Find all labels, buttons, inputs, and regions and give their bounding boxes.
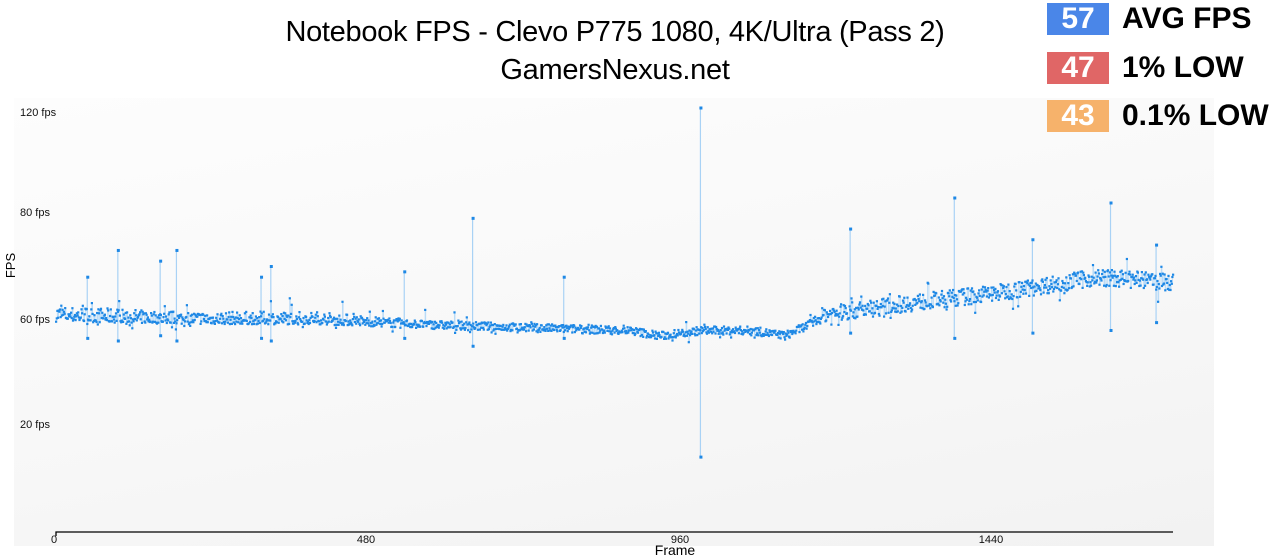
- chart-title: Notebook FPS - Clevo P775 1080, 4K/Ultra…: [285, 16, 945, 48]
- y-tick-80: 80 fps: [20, 207, 50, 219]
- 1pct-low-label: 1% LOW: [1122, 51, 1244, 84]
- 1pct-low-badge: 47: [1047, 51, 1109, 84]
- y-tick-60: 60 fps: [20, 314, 50, 326]
- avg-fps-badge: 57: [1047, 2, 1109, 35]
- 01pct-low-label: 0.1% LOW: [1122, 99, 1269, 132]
- legend-avg-fps: 57 AVG FPS: [1047, 2, 1252, 35]
- y-tick-120: 120 fps: [20, 107, 57, 119]
- legend-01pct-low: 43 0.1% LOW: [1047, 99, 1269, 132]
- y-tick-20: 20 fps: [20, 419, 50, 431]
- avg-fps-label: AVG FPS: [1122, 2, 1252, 35]
- chart-subtitle: GamersNexus.net: [500, 54, 730, 86]
- 01pct-low-badge: 43: [1047, 99, 1109, 132]
- x-tick-1440: 1440: [978, 534, 1004, 546]
- legend-1pct-low: 47 1% LOW: [1047, 51, 1244, 84]
- x-axis-label: Frame: [654, 542, 696, 558]
- x-axis-line: [55, 531, 1173, 536]
- x-tick-0: 0: [50, 534, 58, 546]
- data-points: [55, 106, 1175, 459]
- x-tick-960: 960: [670, 534, 690, 546]
- x-tick-480: 480: [356, 534, 376, 546]
